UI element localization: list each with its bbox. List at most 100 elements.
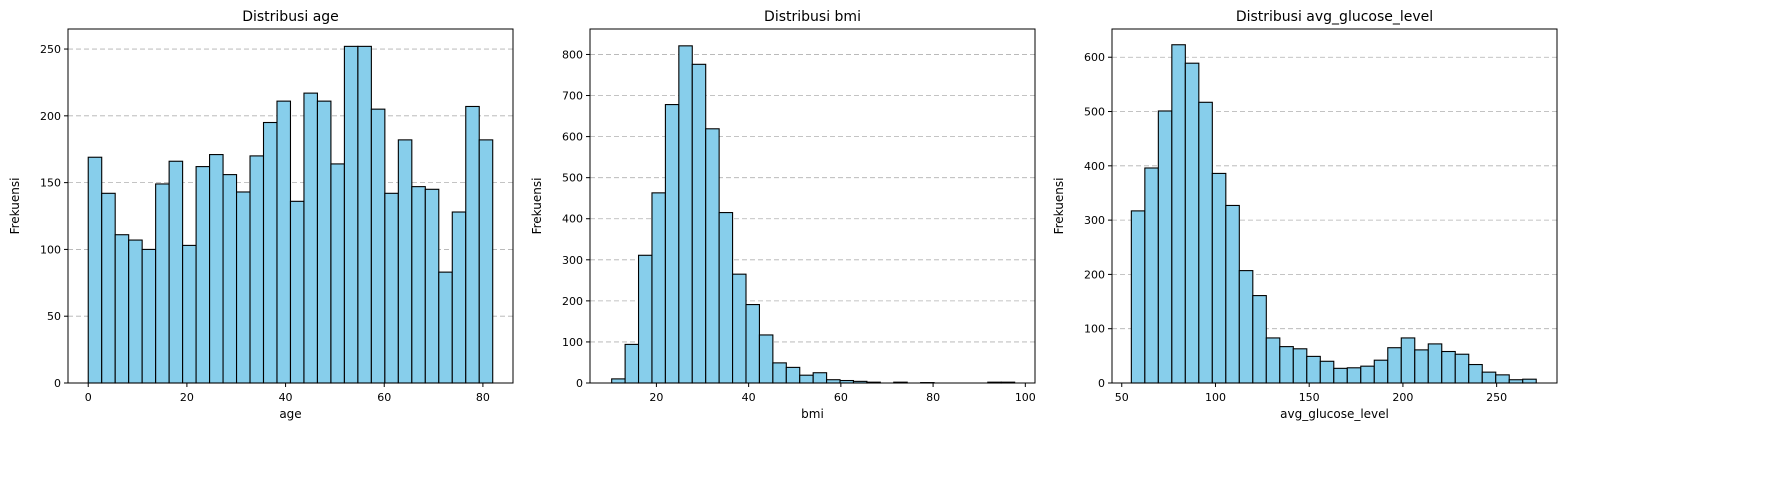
age-bar [87, 156, 103, 384]
glucose-bar [1265, 337, 1281, 384]
age-bar [303, 92, 318, 384]
age-bar [384, 192, 399, 384]
glucose-bar [1198, 101, 1213, 384]
glucose-chart-title: Distribusi avg_glucose_level [1236, 9, 1433, 25]
age-bar [235, 191, 251, 384]
glucose-bar [1414, 349, 1429, 384]
age-chart-title: Distribusi age [242, 9, 339, 25]
age-bar [330, 163, 345, 384]
glucose-bar [1373, 359, 1389, 384]
glucose-bar [1252, 295, 1267, 384]
age-bar [209, 154, 224, 384]
chart-age: 0 20 40 60 80 0 50 100 150 200 250 Distribusi age ag… [8, 9, 514, 421]
age-x-axis-label: age [279, 407, 301, 421]
age-bar [222, 174, 238, 384]
glucose-bar [1522, 378, 1537, 384]
age-axes-frame [67, 28, 514, 384]
bmi-ytick-label: 500 [562, 172, 583, 185]
bmi-ytick-label: 700 [562, 90, 583, 103]
bmi-y-axis-label: Frekuensi [530, 178, 544, 235]
glucose-ytick-label: 500 [1084, 106, 1105, 119]
age-xtick-label: 40 [279, 391, 293, 404]
age-ytick-label: 200 [40, 110, 61, 123]
age-bar [343, 45, 359, 384]
bmi-bar [799, 374, 814, 384]
glucose-xtick-label: 100 [1205, 391, 1226, 404]
glucose-ytick-label: 600 [1084, 51, 1105, 64]
glucose-bar [1387, 347, 1402, 384]
glucose-bar [1144, 167, 1159, 384]
glucose-bar [1225, 204, 1240, 384]
glucose-bar [1360, 365, 1375, 384]
age-xtick-label: 0 [85, 391, 92, 404]
age-y-axis-label: Frekuensi [8, 178, 22, 235]
bmi-ytick-label: 300 [562, 254, 583, 267]
glucose-axes-frame [1111, 28, 1558, 384]
age-bar [478, 139, 494, 384]
bmi-ytick-label: 0 [576, 377, 583, 390]
bmi-bar [705, 128, 720, 384]
glucose-bar [1130, 210, 1146, 384]
glucose-ytick-label: 100 [1084, 323, 1105, 336]
glucose-ytick-label: 300 [1084, 214, 1105, 227]
age-bar [370, 108, 386, 384]
bmi-bar [691, 63, 707, 384]
bmi-xtick-label: 60 [834, 391, 848, 404]
age-ytick-label: 0 [54, 377, 61, 390]
glucose-bar [1157, 110, 1173, 384]
bmi-chart-title: Distribusi bmi [764, 9, 861, 25]
glucose-bar [1279, 346, 1294, 384]
bmi-bar [772, 362, 787, 384]
glucose-x-axis-label: avg_glucose_level [1280, 407, 1389, 421]
age-bar [276, 100, 292, 384]
glucose-bar [1184, 62, 1200, 384]
glucose-bar [1495, 374, 1510, 384]
glucose-bar [1346, 367, 1362, 384]
bmi-bar [732, 273, 747, 384]
glucose-bar [1238, 270, 1254, 384]
bmi-ytick-label: 200 [562, 295, 583, 308]
bmi-bar [812, 372, 828, 384]
age-ytick-label: 50 [47, 310, 61, 323]
age-bar [195, 166, 211, 384]
age-xtick-label: 20 [180, 391, 194, 404]
glucose-xtick-label: 250 [1486, 391, 1507, 404]
glucose-xtick-label: 50 [1115, 391, 1129, 404]
age-bar [397, 139, 413, 384]
glucose-ytick-label: 400 [1084, 160, 1105, 173]
age-ytick-label: 100 [40, 243, 61, 256]
age-bar [357, 45, 372, 384]
glucose-bar [1468, 363, 1483, 384]
bmi-bar [758, 334, 774, 384]
chart-glucose: 50 100 150 200 250 0 100 200 300 400 500 600 Distrib… [1052, 9, 1558, 421]
bmi-xtick-label: 80 [926, 391, 940, 404]
age-bar [289, 200, 305, 384]
glucose-bar [1333, 367, 1348, 384]
bmi-bar [745, 304, 760, 384]
age-bar [101, 192, 116, 384]
glucose-y-axis-label: Frekuensi [1052, 178, 1066, 235]
age-bar [316, 100, 332, 384]
bmi-ytick-label: 600 [562, 131, 583, 144]
age-bar [411, 186, 426, 384]
chart-bmi: 20 40 60 80 100 0 100 200 300 400 500 600 700 800 Dist… [530, 9, 1036, 421]
glucose-bar [1306, 355, 1321, 384]
glucose-bar [1292, 348, 1308, 384]
glucose-bar [1400, 337, 1416, 384]
glucose-xtick-label: 150 [1299, 391, 1320, 404]
age-bar [465, 105, 480, 384]
age-ytick-label: 150 [40, 177, 61, 190]
glucose-bar [1211, 172, 1227, 384]
age-bar [155, 183, 170, 384]
bmi-bar [611, 378, 626, 384]
bmi-x-axis-label: bmi [801, 407, 824, 421]
bmi-bar [678, 45, 693, 384]
bmi-bar [624, 343, 640, 384]
bmi-xtick-label: 40 [742, 391, 756, 404]
age-bar [168, 160, 184, 384]
glucose-bar [1427, 343, 1443, 384]
bmi-bar [785, 366, 801, 384]
bmi-xtick-label: 100 [1015, 391, 1036, 404]
bmi-xtick-label: 20 [649, 391, 663, 404]
glucose-bar [1454, 353, 1470, 384]
